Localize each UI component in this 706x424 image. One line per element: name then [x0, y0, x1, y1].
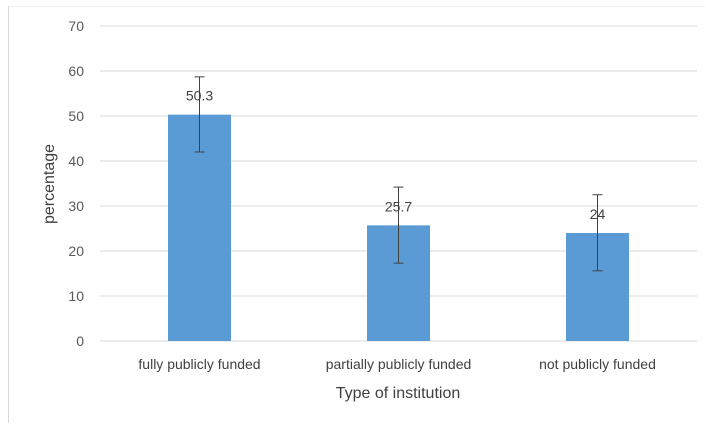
y-tick-label: 60 [68, 63, 84, 79]
x-tick-label: fully publicly funded [138, 356, 260, 372]
y-tick-label: 70 [68, 18, 84, 34]
y-tick-label: 0 [76, 333, 84, 349]
y-tick-labels: 0 10 20 30 40 50 60 70 [68, 18, 84, 349]
y-tick-label: 20 [68, 243, 84, 259]
x-tick-label: not publicly funded [539, 356, 656, 372]
y-tick-label: 30 [68, 198, 84, 214]
data-label: 24 [590, 206, 606, 222]
chart-frame [8, 6, 705, 423]
x-tick-label: partially publicly funded [326, 356, 472, 372]
y-axis-title: percentage [41, 144, 58, 224]
y-tick-label: 10 [68, 288, 84, 304]
y-tick-label: 40 [68, 153, 84, 169]
x-axis-title: Type of institution [336, 385, 461, 402]
x-tick-labels: fully publicly funded partially publicly … [138, 356, 655, 372]
y-tick-label: 50 [68, 108, 84, 124]
data-labels: 50.3 25.7 24 [186, 88, 606, 222]
data-label: 50.3 [186, 88, 213, 104]
data-label: 25.7 [385, 198, 412, 214]
error-bars [194, 76, 603, 272]
